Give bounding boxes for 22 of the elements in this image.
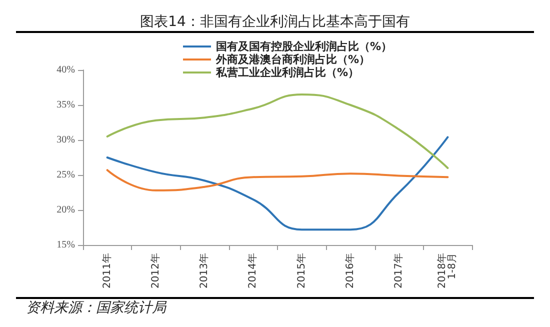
y-tick-label: 15% <box>56 240 75 250</box>
line-series <box>106 169 449 192</box>
x-tick-label: 2018年 1-8月 <box>436 253 458 288</box>
x-tick-label: 2012年 <box>149 253 162 288</box>
line-series <box>106 94 449 169</box>
y-tick-label: 25% <box>56 170 75 180</box>
legend-label: 国有及国有控股企业利润占比（%） <box>216 40 392 53</box>
y-tick-label: 20% <box>56 204 75 216</box>
x-tick-label: 2015年 <box>295 253 308 288</box>
legend-label: 外商及港澳台商利润占比（%） <box>215 53 370 66</box>
line-series <box>106 136 449 231</box>
x-tick-label: 2011年 <box>100 253 113 288</box>
y-tick-label: 30% <box>56 134 75 146</box>
chart-title: 图表14：非国有企业利润占比基本高于国有 <box>140 14 410 30</box>
legend-label: 私营工业企业利润占比（%） <box>215 66 360 79</box>
x-tick-label: 2016年 <box>344 253 356 288</box>
x-tick-label: 2014年 <box>246 253 259 288</box>
x-tick-label: 2017年 <box>392 253 405 288</box>
x-tick-label: 2013年 <box>198 253 210 288</box>
y-tick-label: 35% <box>56 100 75 110</box>
text: 资料来源：国家统计局 <box>26 300 167 316</box>
y-tick-label: 40% <box>56 64 75 76</box>
